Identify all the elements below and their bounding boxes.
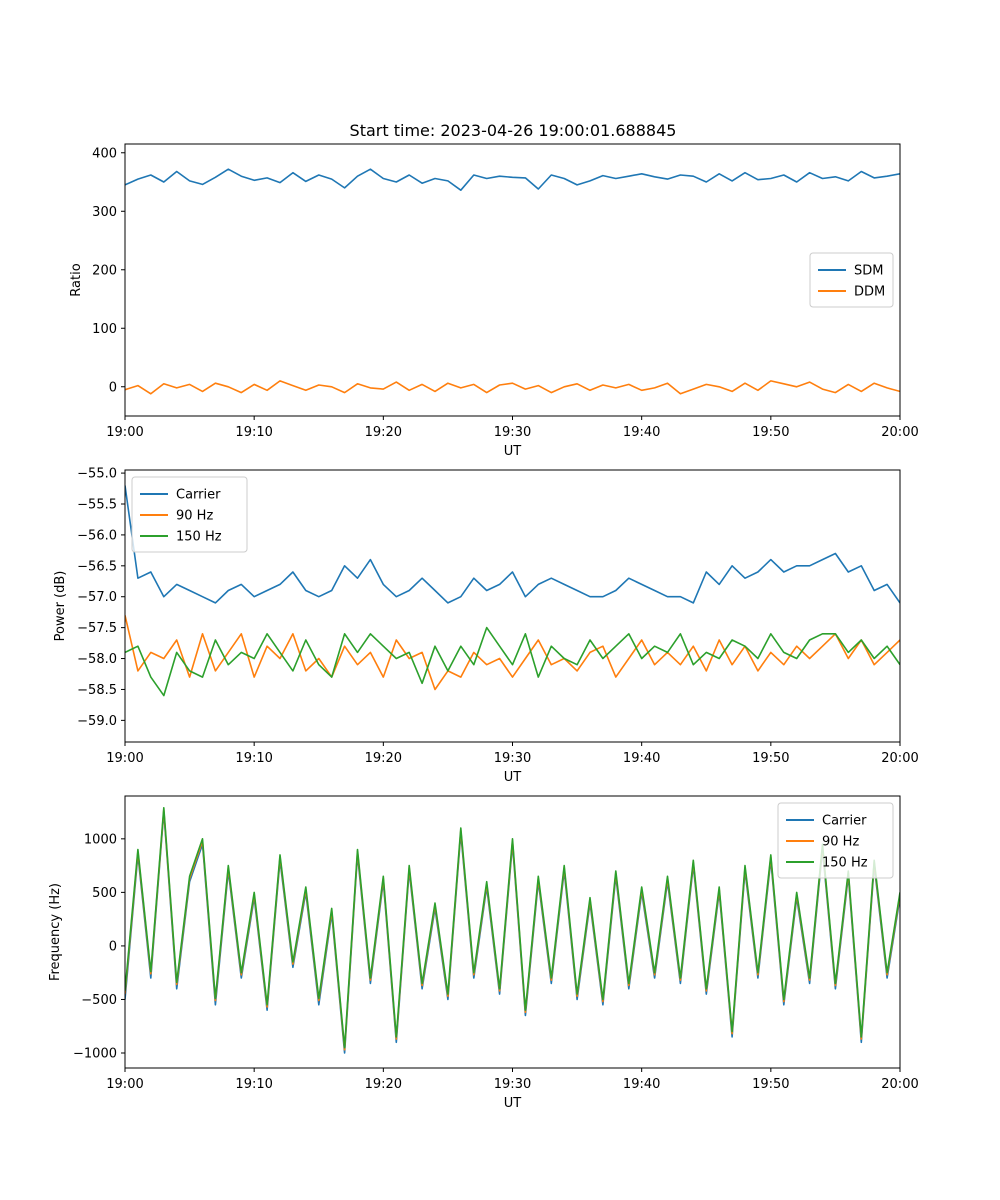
series-line-150-hz	[125, 806, 900, 1049]
legend: Carrier 90 Hz 150 Hz	[777, 802, 894, 879]
x-tick-label: 19:50	[752, 425, 789, 440]
y-tick-label: 400	[92, 146, 117, 161]
x-tick-label: 19:00	[106, 425, 143, 440]
subplot-3: 19:00 19:10 19:20 19:30 19:40 19:50 20:00 −1000…	[48, 795, 919, 1111]
subplot-1: 19:00 19:10 19:20 19:30 19:40 19:50 20:00 0 100 2…	[69, 143, 919, 459]
legend-label: DDM	[854, 285, 885, 300]
x-tick-label: 19:20	[365, 425, 402, 440]
y-tick-label: −1000	[73, 1047, 117, 1062]
y-tick-label: 0	[109, 939, 117, 954]
series-line-carrier	[125, 485, 900, 604]
x-tick-label: 19:40	[623, 751, 660, 766]
legend-label: 150 Hz	[822, 856, 868, 871]
x-tick-label: 20:00	[881, 425, 918, 440]
x-tick-label: 19:20	[365, 751, 402, 766]
figure-title: Start time: 2023-04-26 19:00:01.688845	[350, 121, 677, 140]
series-line-150-hz	[125, 626, 900, 697]
y-tick-label: −57.5	[77, 621, 117, 636]
y-tick-label: −55.5	[77, 498, 117, 513]
y-tick-label: −500	[81, 993, 117, 1008]
y-tick-label: −56.5	[77, 559, 117, 574]
series-line-sdm	[125, 168, 900, 191]
x-tick-label: 19:50	[752, 1077, 789, 1092]
y-tick-label: 200	[92, 263, 117, 278]
series-line-90-hz	[125, 615, 900, 691]
legend-label: 90 Hz	[822, 835, 859, 850]
y-tick-label: −58.5	[77, 683, 117, 698]
y-tick-label: −59.0	[77, 714, 117, 729]
y-axis-label: Ratio	[69, 263, 84, 296]
legend-label: Carrier	[176, 488, 221, 503]
x-axis-label: UT	[504, 1096, 522, 1111]
series-group	[125, 485, 900, 697]
legend-label: 90 Hz	[176, 509, 213, 524]
y-tick-label: 300	[92, 205, 117, 220]
plot-frame	[124, 143, 901, 417]
legend-label: SDM	[854, 264, 883, 279]
subplot-2: 19:00 19:10 19:20 19:30 19:40 19:50 20:00 −59.0…	[53, 467, 919, 785]
y-axis-label: Frequency (Hz)	[48, 883, 63, 981]
legend-label: 150 Hz	[176, 530, 222, 545]
x-tick-label: 19:50	[752, 751, 789, 766]
y-tick-label: 500	[92, 886, 117, 901]
x-tick-label: 20:00	[881, 1077, 918, 1092]
x-axis-label: UT	[504, 444, 522, 459]
legend: SDM DDM	[809, 252, 894, 308]
x-tick-label: 19:40	[623, 425, 660, 440]
x-tick-label: 19:10	[235, 1077, 272, 1092]
x-tick-label: 19:00	[106, 751, 143, 766]
x-tick-label: 19:20	[365, 1077, 402, 1092]
legend-box	[777, 802, 894, 879]
x-tick-label: 19:30	[494, 1077, 531, 1092]
x-tick-label: 20:00	[881, 751, 918, 766]
legend-box	[809, 252, 894, 308]
x-tick-label: 19:00	[106, 1077, 143, 1092]
x-tick-label: 19:40	[623, 1077, 660, 1092]
series-group	[125, 168, 900, 395]
y-tick-label: 1000	[84, 832, 117, 847]
x-tick-label: 19:30	[494, 751, 531, 766]
series-line-ddm	[125, 380, 900, 395]
x-tick-label: 19:30	[494, 425, 531, 440]
legend-label: Carrier	[822, 814, 867, 829]
x-axis-label: UT	[504, 770, 522, 785]
y-tick-label: −55.0	[77, 467, 117, 482]
y-tick-label: −56.0	[77, 528, 117, 543]
legend: Carrier 90 Hz 150 Hz	[131, 476, 248, 553]
y-axis-label: Power (dB)	[53, 571, 68, 642]
y-tick-label: −57.0	[77, 590, 117, 605]
y-tick-label: −58.0	[77, 652, 117, 667]
y-tick-label: 100	[92, 322, 117, 337]
series-group	[125, 806, 900, 1054]
x-tick-label: 19:10	[235, 425, 272, 440]
y-tick-label: 0	[109, 380, 117, 395]
x-tick-label: 19:10	[235, 751, 272, 766]
subplots: 19:00 19:10 19:20 19:30 19:40 19:50 20:00 0 100 2…	[48, 143, 919, 1111]
legend-box	[131, 476, 248, 553]
